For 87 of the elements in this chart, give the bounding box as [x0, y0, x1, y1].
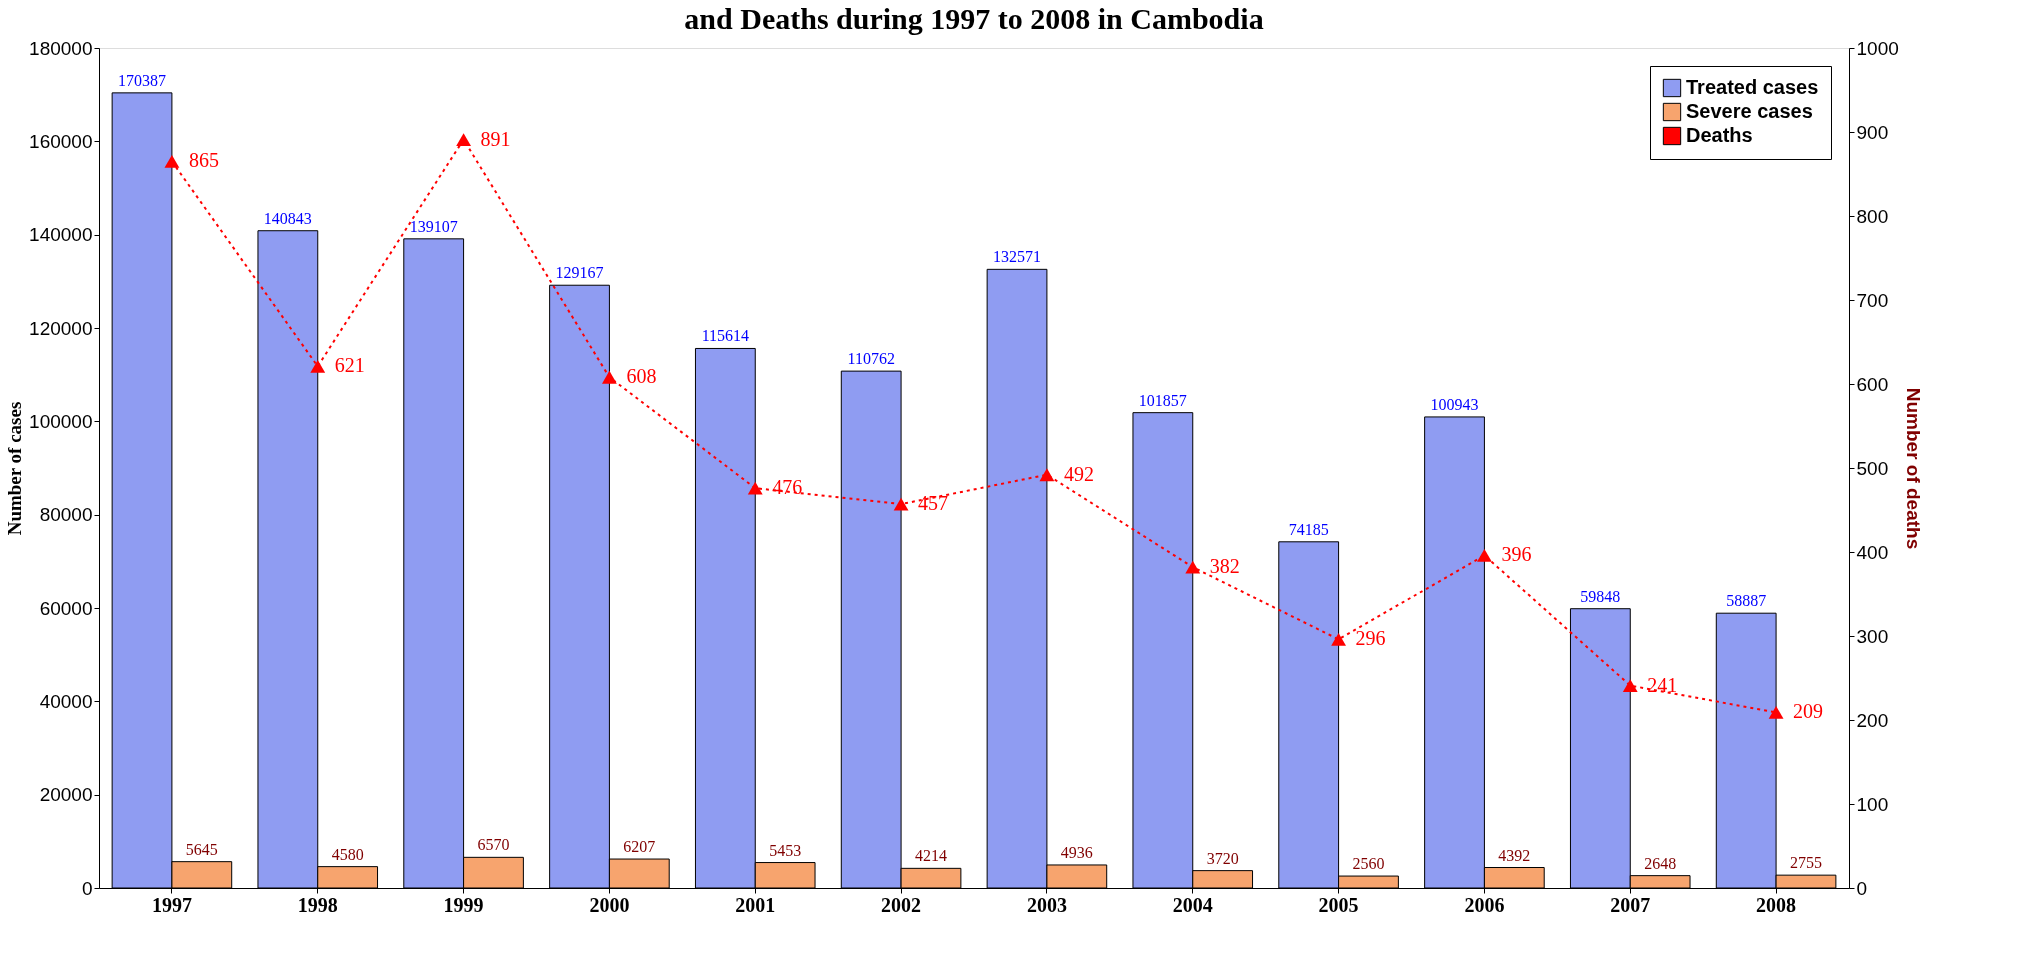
data-label: 2755	[1789, 854, 1822, 872]
data-label: 209	[1793, 700, 1824, 723]
data-label: 396	[1501, 543, 1532, 566]
data-label: 4936	[1060, 843, 1093, 861]
data-label: 6570	[477, 836, 510, 854]
y-tick-label: 60000	[39, 597, 93, 619]
x-tick-label: 2008	[1756, 893, 1797, 916]
data-label: 891	[480, 127, 511, 150]
y2-tick-label: 1000	[1856, 37, 1899, 59]
data-label: 2560	[1352, 855, 1385, 873]
data-label: 100943	[1430, 395, 1479, 413]
x-tick-label: 2003	[1026, 893, 1067, 916]
data-label: 382	[1209, 555, 1240, 578]
point	[602, 370, 617, 384]
point	[1039, 468, 1055, 482]
data-label: 74185	[1288, 520, 1329, 538]
data-label: 5453	[769, 841, 802, 859]
point	[310, 359, 326, 373]
point	[1768, 706, 1784, 719]
x-tick-label: 1999	[443, 893, 484, 916]
point	[1185, 560, 1201, 574]
point	[164, 154, 180, 168]
data-label: 58887	[1726, 592, 1767, 610]
chart-title: and Deaths during 1997 to 2008 in Cambodia	[684, 2, 1264, 35]
x-tick-label: 1998	[297, 893, 338, 916]
data-label: 110762	[847, 350, 895, 368]
y-tick-label: 0	[81, 877, 93, 899]
y-tick-label: 140000	[29, 224, 93, 246]
y2-tick-label: 700	[1856, 289, 1889, 311]
y2-axis-title: Number of deaths	[1902, 387, 1924, 550]
data-label: 140843	[263, 209, 312, 227]
data-label: 4392	[1498, 846, 1531, 864]
data-label: 139107	[409, 217, 458, 235]
y2-tick-label: 500	[1856, 457, 1889, 479]
data-label: 608	[626, 365, 657, 388]
data-label: 129167	[555, 264, 604, 282]
data-label: 865	[188, 149, 219, 172]
data-label: 4580	[331, 845, 364, 863]
data-label: 621	[334, 354, 365, 377]
x-tick-label: 2007	[1610, 893, 1651, 916]
y-tick-label: 100000	[29, 410, 93, 432]
point	[456, 133, 471, 146]
x-tick-label: 1997	[151, 893, 192, 916]
legend-label: Treated cases	[1686, 76, 1819, 98]
point	[1331, 632, 1346, 646]
y2-tick-label: 400	[1856, 541, 1889, 563]
data-label: 6207	[623, 838, 656, 856]
y-tick-label: 80000	[39, 504, 93, 526]
y2-tick-label: 100	[1856, 793, 1889, 815]
data-label: 170387	[118, 71, 167, 89]
legend-label: Deaths	[1686, 124, 1753, 146]
y-tick-label: 180000	[29, 37, 93, 59]
y2-tick-label: 0	[1856, 877, 1868, 899]
point	[893, 497, 909, 511]
x-tick-label: 2001	[735, 893, 776, 916]
legend-label: Severe cases	[1686, 100, 1813, 122]
y-tick-label: 20000	[39, 784, 93, 806]
point	[1622, 679, 1638, 692]
y-tick-label: 120000	[29, 317, 93, 339]
data-label: 59848	[1580, 587, 1621, 605]
data-label: 296	[1355, 627, 1386, 650]
x-tick-label: 2004	[1172, 893, 1213, 916]
y2-tick-label: 600	[1856, 373, 1889, 395]
data-label: 132571	[993, 248, 1042, 266]
data-label: 2648	[1644, 854, 1677, 872]
data-label: 241	[1647, 673, 1678, 696]
y2-tick-label: 800	[1856, 205, 1889, 227]
x-tick-label: 2005	[1318, 893, 1359, 916]
y2-tick-label: 200	[1856, 709, 1889, 731]
data-label: 3720	[1206, 849, 1239, 867]
data-label: 5645	[185, 840, 218, 858]
y2-tick-label: 900	[1856, 121, 1889, 143]
data-label: 457	[918, 492, 949, 515]
y2-tick-label: 300	[1856, 625, 1889, 647]
data-label: 492	[1063, 462, 1094, 485]
data-label: 476	[772, 476, 803, 499]
x-tick-label: 2002	[881, 893, 922, 916]
data-label: 101857	[1138, 391, 1187, 409]
y-axis-title: Number of cases	[4, 401, 26, 536]
y-tick-label: 160000	[29, 130, 93, 152]
point	[1477, 548, 1492, 562]
x-tick-label: 2000	[589, 893, 630, 916]
point	[747, 481, 763, 495]
x-tick-label: 2006	[1464, 893, 1505, 916]
data-label: 4214	[914, 847, 947, 865]
y-tick-label: 40000	[39, 690, 93, 712]
data-label: 115614	[701, 327, 750, 345]
